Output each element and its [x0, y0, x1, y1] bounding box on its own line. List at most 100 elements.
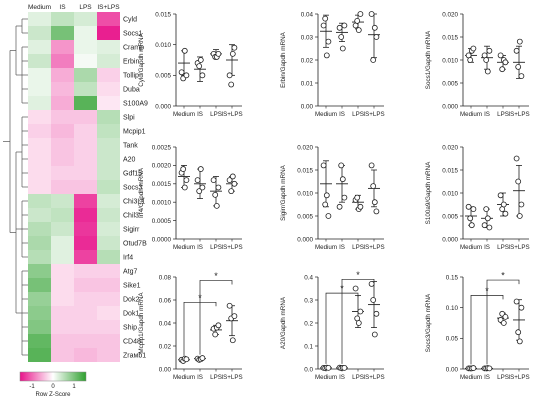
y-tick-label: 0.0005	[152, 218, 172, 225]
heatmap-cell	[51, 348, 74, 362]
x-tick-label: LPS	[210, 374, 222, 381]
heatmap-cell	[51, 26, 74, 40]
y-tick-label: 0.0010	[152, 200, 172, 207]
heatmap-cell	[74, 292, 97, 306]
heatmap-cell	[51, 180, 74, 194]
heatmap-cell	[74, 320, 97, 334]
data-point	[370, 57, 377, 63]
data-point	[199, 72, 206, 79]
y-tick-label: 0.0020	[152, 163, 172, 170]
data-point	[354, 194, 361, 201]
y-tick-label: 0.010	[297, 190, 313, 197]
heatmap-row-label: Dok1	[123, 311, 139, 318]
y-tick-label: 0.000	[297, 236, 313, 243]
heatmap-row-label: Atg7	[123, 269, 138, 276]
x-tick-label: Medium	[173, 374, 195, 381]
x-tick-label: LPS	[497, 374, 509, 381]
heatmap-cell	[74, 40, 97, 54]
data-point	[323, 192, 330, 199]
data-point	[341, 194, 348, 201]
heatmap-cell	[28, 334, 51, 348]
heatmap-cell	[51, 264, 74, 278]
y-tick-label: 0.04	[159, 320, 172, 327]
data-point	[181, 184, 188, 191]
heatmap-cell	[51, 152, 74, 166]
data-point	[518, 304, 525, 311]
data-point	[486, 224, 493, 231]
y-tick-label: 0.010	[442, 57, 458, 64]
heatmap-cell	[97, 208, 120, 222]
y-tick-label: 0.005	[442, 80, 458, 87]
y-tick-label: 0.3	[304, 297, 313, 304]
significance-bracket	[199, 280, 233, 355]
y-axis-label: Irf4/Gapdh mRNA	[138, 167, 145, 218]
heatmap-cell	[51, 250, 74, 264]
data-point	[354, 17, 361, 24]
y-tick-label: 0.020	[442, 144, 458, 151]
data-point	[355, 320, 362, 326]
heatmap-cell	[97, 40, 120, 54]
x-tick-label: IS+LPS	[363, 111, 384, 118]
x-tick-label: IS+LPS	[508, 244, 529, 251]
data-point	[515, 178, 522, 185]
data-point	[518, 201, 525, 208]
heatmap-cell	[97, 68, 120, 82]
data-point	[516, 338, 523, 345]
heatmap-cell	[51, 82, 74, 96]
heatmap-row-label: Ship	[123, 325, 137, 332]
y-tick-label: 0.08	[159, 274, 172, 281]
heatmap-cell	[97, 96, 120, 110]
data-point	[341, 364, 348, 371]
y-tick-label: 0.005	[442, 213, 458, 220]
heatmap-cell	[51, 138, 74, 152]
data-point	[338, 34, 345, 40]
data-point	[470, 365, 477, 371]
data-point	[483, 57, 490, 63]
y-axis-label: Socs1/Gapdh mRNA	[425, 30, 432, 89]
y-tick-label: 0.015	[442, 34, 458, 41]
heatmap-row-label: Otud7B	[123, 241, 147, 248]
data-point	[322, 201, 329, 208]
data-point	[197, 57, 204, 63]
heatmap-cell	[51, 54, 74, 68]
data-point	[484, 68, 491, 75]
heatmap-cell	[51, 306, 74, 320]
x-tick-label: Medium	[315, 374, 337, 381]
heatmap-cell	[51, 68, 74, 82]
y-tick-label: 0.000	[155, 103, 171, 110]
heatmap-column-label: IS+LPS	[97, 4, 120, 11]
heatmap-row-label: Slpi	[123, 115, 135, 122]
heatmap-column-label: LPS	[79, 4, 92, 11]
data-point	[338, 162, 345, 169]
heatmap-cell	[74, 12, 97, 26]
data-point	[518, 73, 525, 79]
heatmap-cell	[28, 278, 51, 292]
y-tick-label: 0.02	[301, 57, 314, 64]
heatmap-cell	[74, 82, 97, 96]
data-point	[229, 337, 236, 344]
y-tick-label: 0.00	[446, 366, 459, 373]
x-tick-label: IS	[197, 244, 203, 251]
heatmap-cell	[28, 208, 51, 222]
y-tick-label: 0.05	[446, 336, 459, 343]
heatmap-cell	[51, 334, 74, 348]
data-point	[213, 202, 220, 209]
x-tick-label: IS	[339, 374, 345, 381]
data-point	[357, 308, 364, 315]
data-point	[325, 38, 332, 45]
heatmap-row-label: S100A9	[123, 101, 148, 108]
data-point	[320, 22, 327, 29]
y-tick-label: 0.010	[442, 190, 458, 197]
data-point	[368, 280, 375, 287]
data-point	[194, 177, 201, 184]
data-point	[467, 215, 474, 222]
heatmap-cell	[74, 152, 97, 166]
data-point	[320, 162, 327, 169]
data-point	[497, 52, 504, 59]
heatmap-cell	[28, 68, 51, 82]
data-point	[515, 329, 522, 336]
data-point	[368, 11, 375, 17]
heatmap-cell	[97, 180, 120, 194]
heatmap-cell	[97, 348, 120, 362]
y-tick-label: 0.010	[155, 42, 171, 49]
